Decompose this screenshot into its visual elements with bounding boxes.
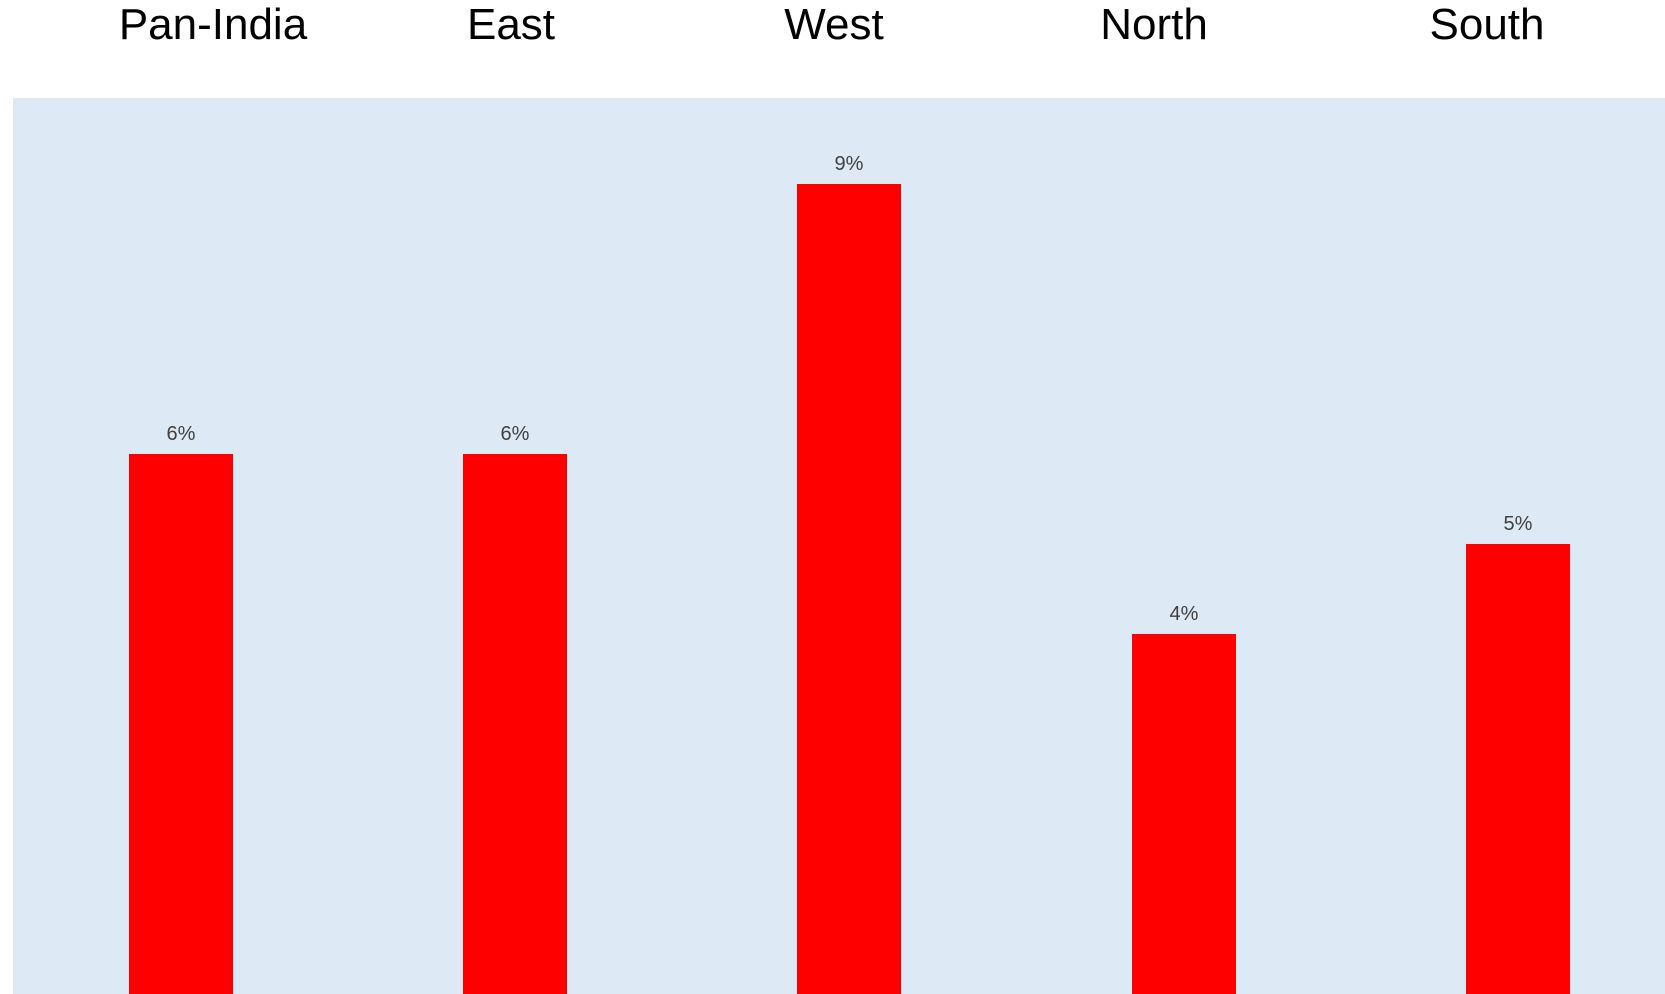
plot-area: 6% 6% 9% 4% 5% [13, 98, 1665, 994]
bar-north [1132, 634, 1236, 994]
data-label-east: 6% [501, 423, 530, 445]
data-label-north: 4% [1170, 603, 1199, 625]
data-label-west: 9% [835, 153, 864, 175]
category-header-south: South [1429, 0, 1545, 49]
category-header-north: North [1100, 0, 1208, 49]
data-label-south: 5% [1504, 513, 1533, 535]
category-header-pan-india: Pan-India [118, 0, 308, 49]
bar-pan-india [129, 454, 233, 994]
category-header-east: East [466, 0, 556, 49]
bar-west [797, 184, 901, 994]
category-header-west: West [784, 0, 884, 49]
data-label-pan-india: 6% [167, 423, 196, 445]
bars-layer: 6% 6% 9% 4% 5% [129, 153, 1570, 994]
bar-east [463, 454, 567, 994]
bar-south [1466, 544, 1570, 994]
